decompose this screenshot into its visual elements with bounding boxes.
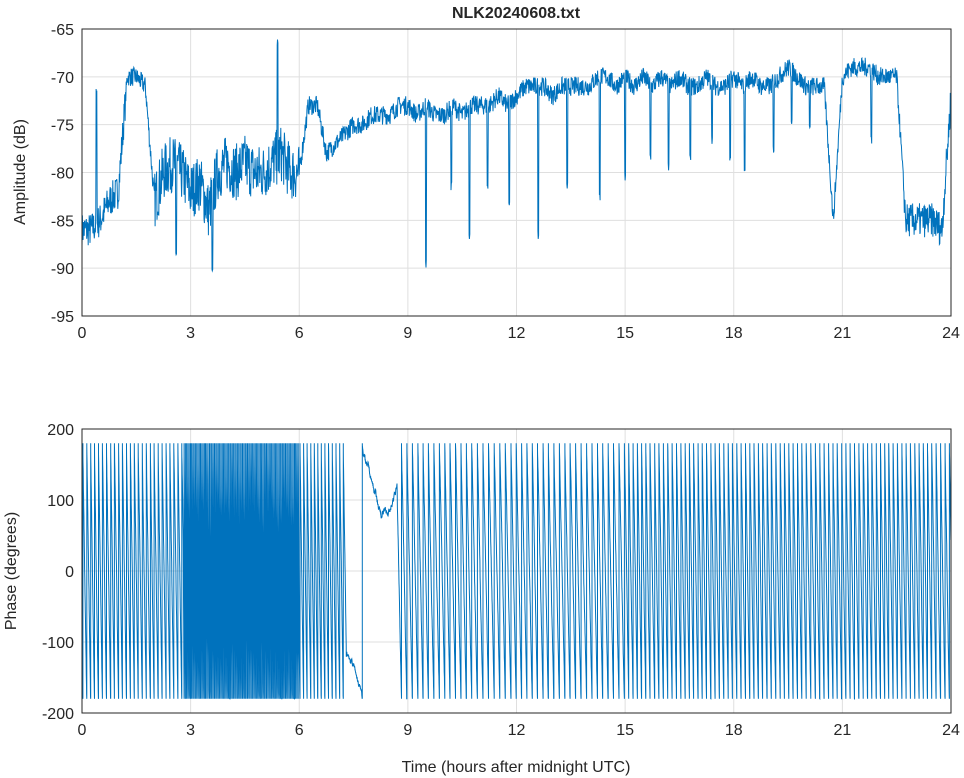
x-tick-label: 15 (616, 722, 634, 739)
x-tick-label: 9 (403, 722, 412, 739)
y-tick-label: -80 (51, 166, 74, 183)
amplitude-series (81, 39, 952, 273)
phase-axes: 0 3 6 9 12 15 18 21 24 200 100 0 -100 -200 (42, 422, 960, 739)
x-tick-label: 0 (78, 722, 87, 739)
x-tick-label: 0 (78, 325, 87, 342)
time-xlabel: Time (hours after midnight UTC) (402, 759, 631, 776)
x-tick-label: 21 (833, 325, 851, 342)
x-tick-label: 3 (186, 722, 195, 739)
y-tick-label: -90 (51, 261, 74, 278)
x-tick-label: 21 (833, 722, 851, 739)
y-tick-label: 200 (47, 422, 74, 439)
phase-series (81, 443, 952, 701)
y-tick-label: -85 (51, 213, 74, 230)
amplitude-axes: 0 3 6 9 12 15 18 21 24 -65 -70 -75 -80 -85 -90 -95 (51, 22, 960, 342)
x-tick-label: 6 (295, 722, 304, 739)
x-tick-label: 3 (186, 325, 195, 342)
x-tick-label: 18 (725, 722, 743, 739)
x-tick-label: 6 (295, 325, 304, 342)
y-tick-label: -100 (42, 635, 74, 652)
y-tick-label: -75 (51, 118, 74, 135)
phase-ylabel: Phase (degrees) (3, 512, 20, 630)
y-tick-label: -65 (51, 22, 74, 39)
axes-box (81, 428, 952, 714)
x-tick-label: 24 (942, 325, 960, 342)
x-tick-label: 24 (942, 722, 960, 739)
y-tick-label: -200 (42, 706, 74, 723)
y-tick-label: -70 (51, 70, 74, 87)
x-tick-label: 9 (403, 325, 412, 342)
axes-box (81, 28, 952, 317)
x-tick-label: 12 (508, 722, 526, 739)
y-tick-label: -95 (51, 309, 74, 326)
y-tick-label: 100 (47, 493, 74, 510)
x-tick-label: 18 (725, 325, 743, 342)
amplitude-ylabel: Amplitude (dB) (12, 119, 29, 225)
x-tick-label: 15 (616, 325, 634, 342)
x-tick-label: 12 (508, 325, 526, 342)
chart-title: NLK20240608.txt (452, 5, 581, 22)
y-tick-label: 0 (65, 564, 74, 581)
